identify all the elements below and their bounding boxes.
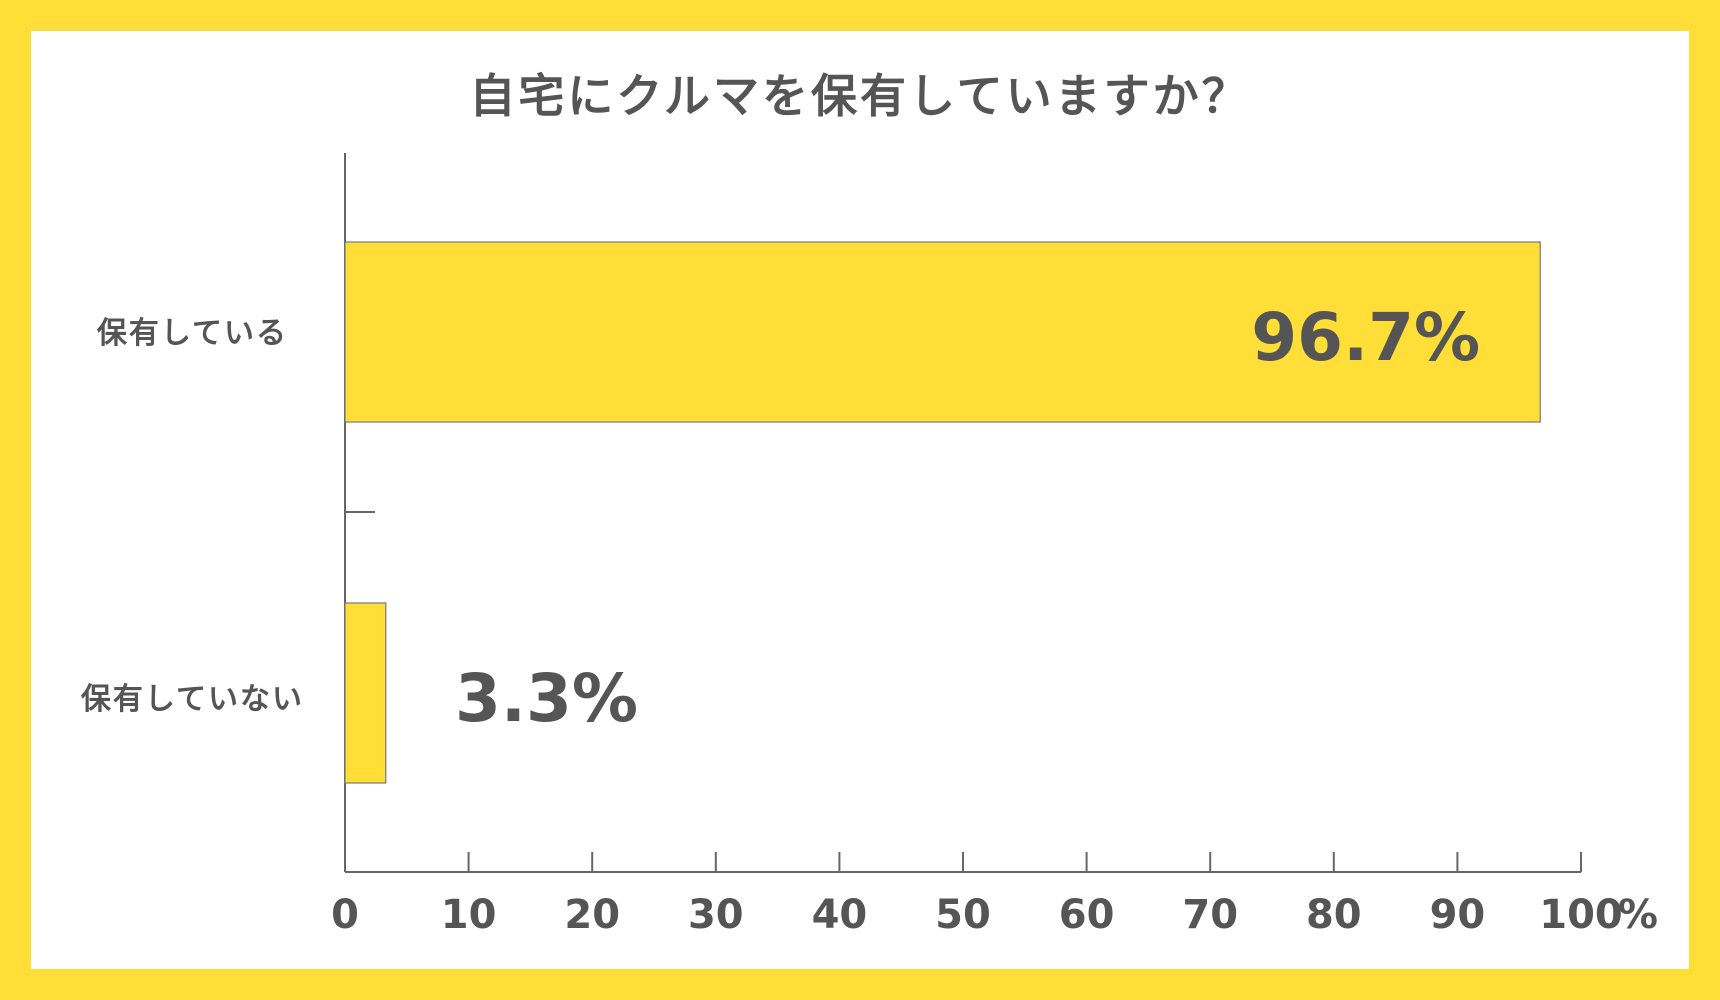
bar-1 [344,241,1541,423]
x-tick-label-80: 80 [1306,892,1362,938]
x-tick-label-70: 70 [1182,892,1238,938]
x-tick-label-50: 50 [935,892,991,938]
category-label-owning: 保有している [96,316,288,351]
chart-title: 自宅にクルマを保有していますか？ [469,69,1251,123]
value-label-2: 3.3% [455,660,638,737]
value-label-1: 96.7% [1251,299,1480,376]
x-tick-label-20: 20 [564,892,620,938]
x-tick-label-40: 40 [812,892,868,938]
x-tick-label-100: 100 [1539,892,1623,938]
x-tick-label-60: 60 [1059,892,1115,938]
x-tick-label-30: 30 [688,892,744,938]
chart-bars [344,241,1541,784]
x-tick-label-10: 10 [441,892,497,938]
chart-value-labels: 96.7% 3.3% [455,299,1480,737]
x-tick-label-90: 90 [1430,892,1486,938]
bar-2 [344,602,387,784]
x-axis-unit-label: % [1618,892,1658,938]
chart-x-ticks: 0 10 20 30 40 50 60 70 80 90 100% [331,852,1658,938]
category-label-not-owning: 保有していない [80,682,304,717]
x-tick-label-0: 0 [331,892,359,938]
